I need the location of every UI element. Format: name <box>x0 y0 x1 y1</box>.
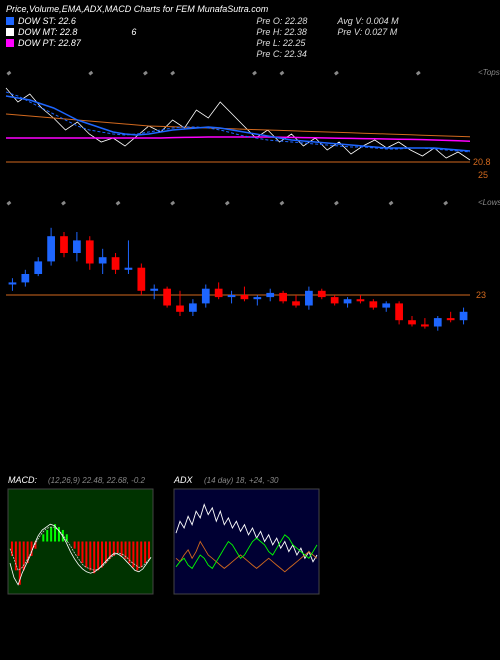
svg-text:⬥: ⬥ <box>88 70 94 77</box>
candlestick-chart: ⬥ ⬥ ⬥ ⬥ ⬥ ⬥ ⬥ ⬥ ⬥ <Lows 23 <box>0 193 500 373</box>
legend-mt-label: DOW MT: 22.8 <box>18 27 77 37</box>
legend-mt: DOW MT: 22.8 6 <box>6 27 136 37</box>
svg-text:⬥: ⬥ <box>6 200 12 207</box>
svg-text:⬥: ⬥ <box>224 200 230 207</box>
svg-text:⬥: ⬥ <box>279 70 285 77</box>
svg-text:⬥: ⬥ <box>115 200 121 207</box>
svg-text:<Tops: <Tops <box>478 68 500 77</box>
svg-text:⬥: ⬥ <box>279 200 285 207</box>
svg-text:25: 25 <box>478 170 488 180</box>
chart-title: Price,Volume,EMA,ADX,MACD Charts for FEM… <box>6 4 494 14</box>
legend-st-label: DOW ST: 22.6 <box>18 16 76 26</box>
svg-text:MACD:: MACD: <box>8 475 37 485</box>
macd-panel: MACD: (12,26,9) 22.48, 22.68, -0.2 <box>6 473 166 598</box>
svg-text:<Lows: <Lows <box>478 198 500 207</box>
svg-text:⬥: ⬥ <box>61 200 67 207</box>
top-line-chart: ⬥ ⬥ ⬥ ⬥ ⬥ ⬥ ⬥ ⬥ <Tops 20.8 25 <box>0 63 500 193</box>
stats: Pre O: 22.28 Pre H: 22.38 Pre L: 22.25 P… <box>256 16 398 59</box>
svg-text:⬥: ⬥ <box>334 200 340 207</box>
legend-mt-extra: 6 <box>131 27 136 37</box>
stat-o: Pre O: 22.28 <box>256 16 307 26</box>
legend-st: DOW ST: 22.6 <box>6 16 136 26</box>
svg-text:⬥: ⬥ <box>142 70 148 77</box>
adx-panel: ADX (14 day) 18, +24, -30 <box>172 473 332 598</box>
swatch-st <box>6 17 14 25</box>
svg-text:20.8: 20.8 <box>473 157 491 167</box>
chart-header: Price,Volume,EMA,ADX,MACD Charts for FEM… <box>0 0 500 63</box>
stat-c: Pre C: 22.34 <box>256 49 307 59</box>
svg-text:ADX: ADX <box>173 475 194 485</box>
svg-text:⬥: ⬥ <box>170 70 176 77</box>
svg-text:⬥: ⬥ <box>443 200 449 207</box>
stat-l: Pre L: 22.25 <box>256 38 307 48</box>
legend-pt-label: DOW PT: 22.87 <box>18 38 81 48</box>
swatch-mt <box>6 28 14 36</box>
svg-text:⬥: ⬥ <box>388 200 394 207</box>
svg-text:⬥: ⬥ <box>334 70 340 77</box>
svg-text:⬥: ⬥ <box>170 200 176 207</box>
svg-text:⬥: ⬥ <box>252 70 258 77</box>
svg-text:⬥: ⬥ <box>6 70 12 77</box>
stat-prev: Pre V: 0.027 M <box>337 27 398 37</box>
svg-text:(12,26,9) 22.48, 22.68, -0.2: (12,26,9) 22.48, 22.68, -0.2 <box>48 476 146 485</box>
legend-pt: DOW PT: 22.87 <box>6 38 136 48</box>
stat-avgv: Avg V: 0.004 M <box>337 16 398 26</box>
svg-text:⬥: ⬥ <box>415 70 421 77</box>
swatch-pt <box>6 39 14 47</box>
legend: DOW ST: 22.6 DOW MT: 22.8 6 DOW PT: 22.8… <box>6 16 136 59</box>
stat-h: Pre H: 22.38 <box>256 27 307 37</box>
svg-text:(14 day) 18, +24, -30: (14 day) 18, +24, -30 <box>204 476 279 485</box>
svg-text:23: 23 <box>476 290 486 300</box>
